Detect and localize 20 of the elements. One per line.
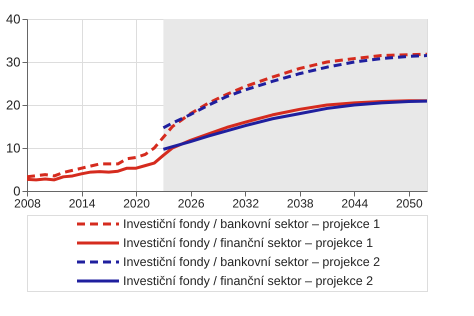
legend-label: Investiční fondy / finanční sektor – projekce 2 (123, 274, 374, 288)
line-series (162, 54, 427, 130)
y-tick-label: 30 (6, 54, 20, 70)
x-tick-label: 2020 (123, 196, 150, 210)
legend-label: Investiční fondy / finanční sektor – projekce 1 (123, 236, 374, 250)
y-tick-label: 0 (13, 184, 20, 198)
x-tick-label: 2032 (232, 196, 260, 210)
y-tick-label: 10 (6, 140, 20, 156)
legend-label: Investiční fondy / bankovní sektor – projekce 2 (123, 255, 380, 269)
y-tick-label: 40 (6, 12, 20, 26)
x-tick-label: 2014 (68, 196, 96, 210)
line-series (162, 100, 427, 151)
x-tick-label: 2026 (178, 196, 205, 210)
line-series (27, 52, 427, 178)
legend-label: Investiční fondy / bankovní sektor – projekce 1 (123, 217, 380, 231)
y-tick-label: 20 (6, 98, 20, 112)
x-tick-label: 2050 (396, 196, 423, 210)
x-tick-label: 2008 (14, 196, 42, 210)
x-tick-label: 2044 (341, 196, 368, 210)
x-tick-label: 2038 (286, 196, 314, 210)
